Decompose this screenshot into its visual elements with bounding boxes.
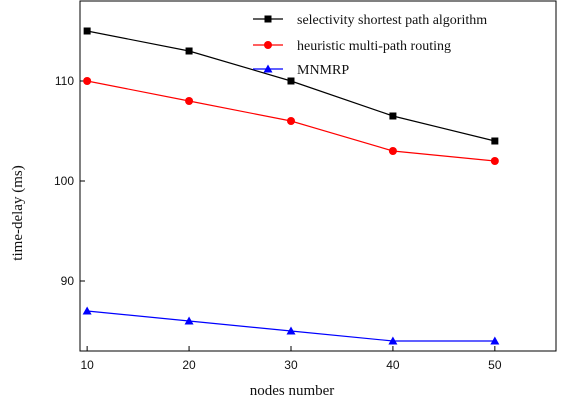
x-tick-label: 20 xyxy=(182,358,196,372)
data-point xyxy=(490,336,500,345)
legend-entry-2: heuristic multi-path routing xyxy=(253,39,451,54)
data-point xyxy=(185,97,194,105)
data-point xyxy=(83,77,92,85)
data-point xyxy=(389,112,397,120)
data-point xyxy=(490,157,499,165)
legend: selectivity shortest path algorithm heuri… xyxy=(253,13,487,78)
x-tick-label: 50 xyxy=(488,358,502,372)
data-point xyxy=(83,27,91,35)
data-point xyxy=(388,147,397,155)
series-2 xyxy=(83,77,499,165)
x-tick-label: 30 xyxy=(284,358,298,372)
legend-entry-3: MNMRP xyxy=(253,63,349,78)
legend-entry-1: selectivity shortest path algorithm xyxy=(253,13,487,28)
legend-marker xyxy=(264,41,272,49)
legend-label: MNMRP xyxy=(297,63,349,78)
x-axis-title: nodes number xyxy=(250,383,335,399)
y-tick-label: 90 xyxy=(61,274,75,288)
data-point xyxy=(287,77,295,85)
data-point xyxy=(185,47,193,55)
data-point xyxy=(286,326,296,335)
data-point xyxy=(286,117,295,125)
y-tick-label: 110 xyxy=(55,74,74,88)
axis-ticks: 10 20 30 40 50 90 100 110 xyxy=(54,74,502,372)
legend-marker xyxy=(264,15,272,23)
data-point xyxy=(491,137,499,145)
y-axis-title: time-delay (ms) xyxy=(10,165,26,260)
series-1 xyxy=(83,27,499,145)
x-tick-label: 40 xyxy=(386,358,400,372)
y-tick-label: 100 xyxy=(54,174,74,188)
legend-label: heuristic multi-path routing xyxy=(297,39,451,54)
x-tick-label: 10 xyxy=(80,358,94,372)
data-point xyxy=(184,316,194,325)
legend-marker xyxy=(263,64,273,73)
series-lines xyxy=(82,27,500,345)
data-point xyxy=(388,336,398,345)
series-line xyxy=(87,310,495,342)
plot-area xyxy=(79,0,557,352)
series-3 xyxy=(82,306,500,345)
legend-label: selectivity shortest path algorithm xyxy=(297,13,487,28)
data-point xyxy=(82,306,92,315)
